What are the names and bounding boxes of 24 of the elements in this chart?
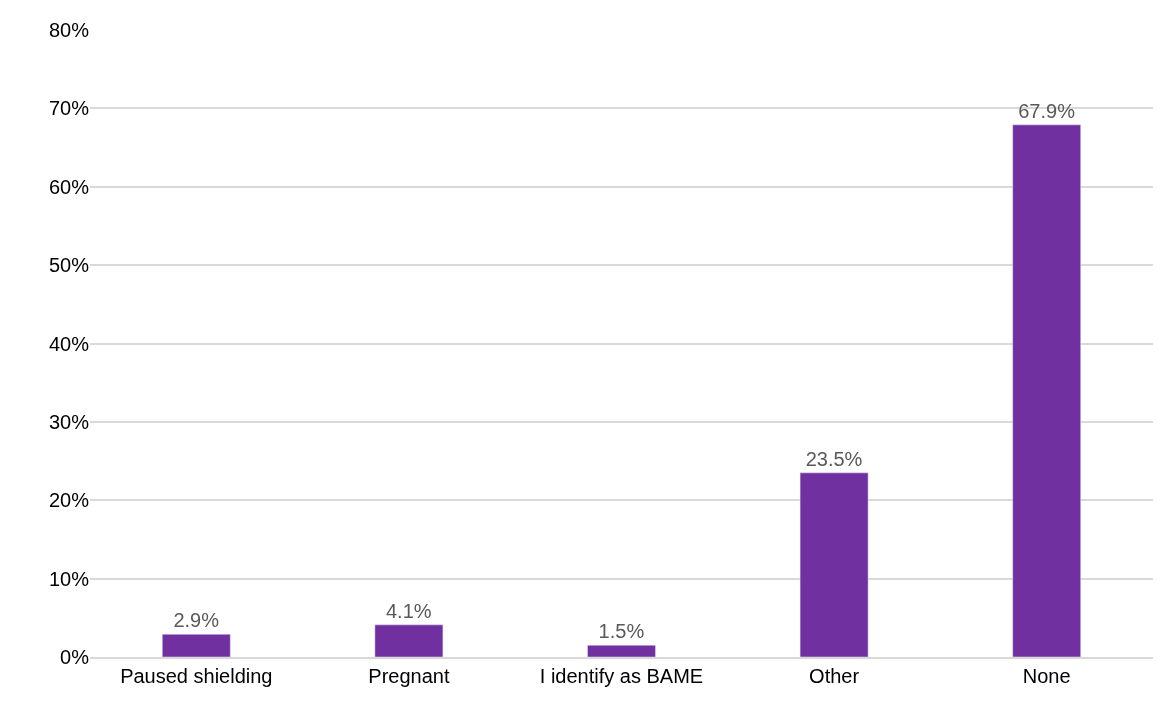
y-tick-label: 30% xyxy=(48,410,90,433)
data-label: 1.5% xyxy=(598,620,645,643)
x-tick-label: Other xyxy=(809,664,860,687)
y-tick-label: 20% xyxy=(48,489,90,512)
data-label: 23.5% xyxy=(805,447,863,470)
x-tick-label: Paused shielding xyxy=(120,664,273,687)
x-tick-label: Pregnant xyxy=(368,664,450,687)
bar xyxy=(587,644,656,657)
data-label: 2.9% xyxy=(173,609,220,632)
y-tick-label: 80% xyxy=(48,19,90,41)
data-label: 67.9% xyxy=(1018,99,1076,122)
bar xyxy=(374,624,444,657)
data-label: 4.1% xyxy=(386,599,432,622)
y-tick-label: 60% xyxy=(48,175,90,198)
bar xyxy=(1012,124,1081,657)
bar xyxy=(162,634,231,657)
y-tick-label: 70% xyxy=(48,97,90,120)
y-tick-label: 40% xyxy=(48,332,90,355)
bar xyxy=(799,472,869,657)
x-tick-label: I identify as BAME xyxy=(539,664,704,687)
x-tick-label: None xyxy=(1022,664,1071,687)
y-tick-label: 0% xyxy=(60,646,90,668)
y-tick-label: 10% xyxy=(48,567,90,590)
y-tick-label: 50% xyxy=(48,254,90,277)
